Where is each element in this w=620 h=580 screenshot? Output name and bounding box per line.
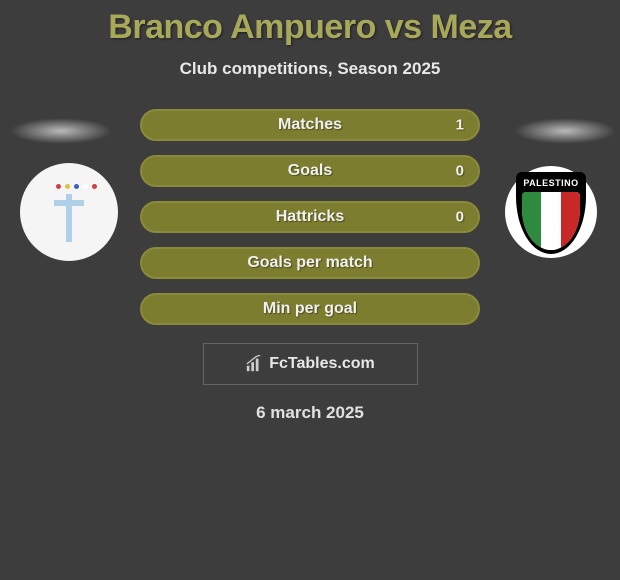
stat-label: Goals per match: [247, 254, 372, 272]
stat-label: Min per goal: [263, 300, 357, 318]
stats-area: PALESTINO Matches 1 Goals 0 Hattricks 0 …: [0, 109, 620, 423]
stat-row-goals: Goals 0: [140, 155, 480, 187]
club-logo-left: [20, 163, 118, 261]
stat-row-hattricks: Hattricks 0: [140, 201, 480, 233]
uc-dots: [56, 184, 97, 189]
attribution-text: FcTables.com: [269, 355, 375, 373]
uc-dot: [56, 184, 61, 189]
uc-badge: [44, 182, 94, 242]
stat-label: Goals: [288, 162, 332, 180]
palestino-stripe: [541, 192, 560, 250]
page-title: Branco Ampuero vs Meza: [0, 8, 620, 47]
stat-label: Matches: [278, 116, 342, 134]
uc-cross-vertical: [66, 194, 72, 242]
stat-label: Hattricks: [276, 208, 344, 226]
stat-value-right: 0: [456, 209, 464, 226]
subtitle: Club competitions, Season 2025: [0, 59, 620, 79]
uc-dot: [83, 184, 88, 189]
stat-rows: Matches 1 Goals 0 Hattricks 0 Goals per …: [140, 109, 480, 325]
stat-value-right: 1: [456, 117, 464, 134]
uc-dot: [74, 184, 79, 189]
club-logo-right: PALESTINO: [502, 163, 600, 261]
palestino-label: PALESTINO: [505, 178, 597, 188]
player-shadow-left: [6, 117, 116, 145]
date-label: 6 march 2025: [0, 403, 620, 423]
uc-dot: [92, 184, 97, 189]
stat-row-matches: Matches 1: [140, 109, 480, 141]
stat-value-right: 0: [456, 163, 464, 180]
stat-row-goals-per-match: Goals per match: [140, 247, 480, 279]
attribution-box: FcTables.com: [203, 343, 418, 385]
chart-icon: [245, 355, 263, 373]
player-shadow-right: [510, 117, 620, 145]
stat-row-min-per-goal: Min per goal: [140, 293, 480, 325]
palestino-badge: PALESTINO: [505, 166, 597, 258]
comparison-infographic: Branco Ampuero vs Meza Club competitions…: [0, 0, 620, 580]
uc-dot: [65, 184, 70, 189]
